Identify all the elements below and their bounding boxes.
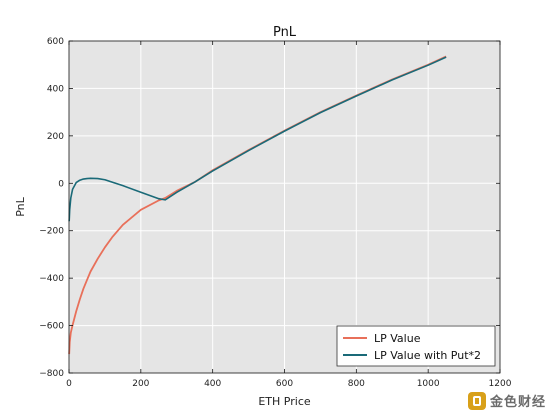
y-tick-label: −400 — [39, 274, 64, 284]
legend-label: LP Value with Put*2 — [374, 349, 481, 362]
y-tick-label: −200 — [39, 227, 64, 237]
watermark: 金色财经 — [467, 391, 546, 410]
y-tick-label: −600 — [39, 322, 64, 332]
y-tick-label: 600 — [47, 37, 64, 47]
series-lines — [68, 55, 447, 355]
watermark-text: 金色财经 — [489, 395, 546, 410]
x-tick-label: 400 — [204, 379, 221, 389]
legend-box — [336, 325, 496, 367]
x-tick-label: 1200 — [489, 379, 512, 389]
series-line-lp-value-with-put — [68, 56, 447, 222]
y-tick-label: 200 — [47, 132, 64, 142]
x-tick-label: 800 — [348, 379, 365, 389]
x-tick-label: 1000 — [417, 379, 440, 389]
legend: LP Value LP Value with Put*2 — [336, 325, 496, 367]
y-axis-title: PnL — [14, 196, 27, 216]
x-tick-label: 200 — [132, 379, 149, 389]
y-tick-label: 400 — [47, 84, 64, 94]
chart-title: PnL — [273, 25, 297, 40]
watermark-logo-icon — [467, 391, 486, 410]
axis-ticks: 0 200 400 600 800 1000 1200 −800 −600 −400 −200 0 20… — [39, 37, 511, 389]
x-tick-label: 0 — [66, 379, 72, 389]
x-axis-title: ETH Price — [258, 395, 311, 408]
x-tick-label: 600 — [276, 379, 293, 389]
y-tick-label: 0 — [58, 179, 64, 189]
legend-label: LP Value — [374, 332, 421, 345]
y-tick-label: −800 — [39, 369, 64, 379]
